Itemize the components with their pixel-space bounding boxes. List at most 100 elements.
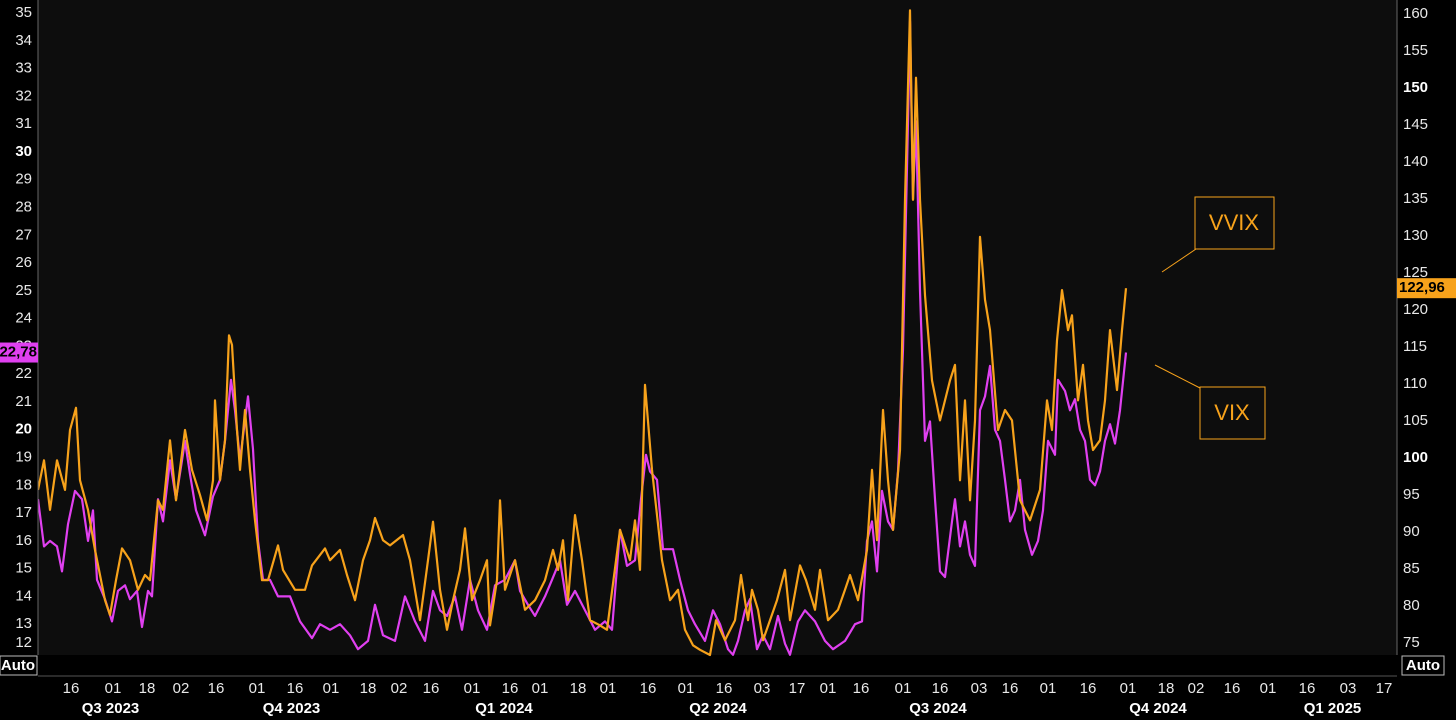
x-tick-label: 01 [895, 680, 912, 697]
y-tick-label: 16 [15, 532, 32, 549]
quarter-label: Q1 2025 [1304, 700, 1362, 717]
y2-tick-label: 135 [1403, 190, 1428, 207]
plot-area [38, 0, 1397, 655]
y2-tick-label: 155 [1403, 42, 1428, 59]
y2-tick-label: 145 [1403, 116, 1428, 133]
x-tick-label: 01 [1120, 680, 1137, 697]
x-tick-label: 01 [600, 680, 617, 697]
x-tick-label: 02 [1188, 680, 1205, 697]
x-tick-label: 16 [502, 680, 519, 697]
axis-mode-box [0, 655, 38, 676]
x-tick-label: 03 [1340, 680, 1357, 697]
y2-tick-label: 115 [1403, 338, 1427, 355]
y-tick-label: 30 [15, 143, 32, 160]
x-tick-label: 16 [63, 680, 80, 697]
y2-tick-label: 120 [1403, 301, 1428, 318]
x-tick-label: 16 [716, 680, 733, 697]
y-tick-label: 14 [15, 587, 32, 604]
y-tick-label: 29 [15, 171, 32, 188]
annotation-box [1199, 386, 1266, 440]
x-tick-label: 01 [105, 680, 122, 697]
y-tick-label: 22 [15, 365, 32, 382]
x-tick-label: 03 [971, 680, 988, 697]
y-tick-label: 27 [15, 226, 32, 243]
y2-tick-label: 85 [1403, 560, 1420, 577]
quarter-label: Q1 2024 [475, 700, 533, 717]
y-tick-label: 12 [15, 634, 32, 651]
x-tick-label: 01 [1040, 680, 1057, 697]
y2-tick-label: 160 [1403, 5, 1428, 22]
quarter-label: Q2 2024 [689, 700, 747, 717]
annotation-connector [1161, 248, 1197, 273]
axes: Auto Auto [0, 0, 1445, 677]
annotation-label: VVIX [1209, 210, 1259, 235]
last-value-box [1397, 278, 1456, 299]
x-tick-label: 03 [754, 680, 771, 697]
quarter-label: Q3 2023 [82, 700, 140, 717]
y-tick-label: 31 [15, 115, 32, 132]
axis-mode-box [1401, 655, 1445, 676]
annotations: VVIX VIX [1154, 196, 1275, 440]
x-tick-label: 16 [1080, 680, 1097, 697]
x-tick-label: 16 [1299, 680, 1316, 697]
y-tick-label: 18 [15, 476, 32, 493]
axis-mode-label: Auto [1, 657, 35, 674]
x-tick-label: 16 [932, 680, 949, 697]
y-tick-label: 13 [15, 615, 32, 632]
y-tick-label: 17 [15, 504, 32, 521]
y-tick-label: 28 [15, 198, 32, 215]
y2-tick-label: 90 [1403, 523, 1420, 540]
x-tick-label: 18 [570, 680, 587, 697]
y2-tick-label: 105 [1403, 412, 1428, 429]
quarter-label: Q3 2024 [909, 700, 967, 717]
x-tick-label: 16 [423, 680, 440, 697]
y-tick-label: 34 [15, 32, 32, 49]
quarter-label: Q4 2024 [1129, 700, 1187, 717]
x-tick-label: 01 [820, 680, 837, 697]
y2-tick-label: 150 [1403, 79, 1428, 96]
x-tick-label: 02 [391, 680, 408, 697]
x-tick-label: 17 [789, 680, 806, 697]
y-tick-label: 35 [15, 4, 32, 21]
last-value-label: 122,96 [1399, 279, 1445, 296]
last-value-box [0, 342, 38, 363]
annotation-connector [1154, 364, 1201, 389]
x-tick-label: 01 [532, 680, 549, 697]
y-tick-label: 19 [15, 449, 32, 466]
y-tick-label: 32 [15, 87, 32, 104]
y-tick-label: 21 [15, 393, 32, 410]
series-line [38, 9, 1128, 657]
y-tick-label: 15 [15, 560, 32, 577]
x-tick-label: 16 [287, 680, 304, 697]
x-tick-label: 16 [1002, 680, 1019, 697]
x-tick-label: 01 [464, 680, 481, 697]
y2-tick-label: 140 [1403, 153, 1428, 170]
y2-tick-label: 125 [1403, 264, 1428, 281]
x-tick-label: 18 [1158, 680, 1175, 697]
y2-tick-label: 95 [1403, 486, 1420, 503]
lines [38, 9, 1128, 657]
x-tick-label: 18 [139, 680, 156, 697]
labels: 1213141516171819202122232425262728293031… [0, 4, 1456, 717]
y-tick-label: 33 [15, 60, 32, 77]
last-value-label: 22,78 [0, 343, 37, 360]
y-tick-label: 25 [15, 282, 32, 299]
x-tick-label: 16 [1224, 680, 1241, 697]
y2-tick-label: 75 [1403, 634, 1420, 651]
x-tick-label: 17 [1376, 680, 1393, 697]
x-tick-label: 01 [1260, 680, 1277, 697]
x-tick-label: 18 [360, 680, 377, 697]
x-tick-label: 01 [249, 680, 266, 697]
y2-tick-label: 130 [1403, 227, 1428, 244]
y2-tick-label: 80 [1403, 597, 1420, 614]
axis-mode-label: Auto [1406, 657, 1440, 674]
annotation-box [1194, 196, 1275, 250]
x-tick-label: 01 [323, 680, 340, 697]
y-tick-label: 26 [15, 254, 32, 271]
annotation-label: VIX [1214, 400, 1250, 425]
x-tick-label: 16 [853, 680, 870, 697]
x-tick-label: 16 [640, 680, 657, 697]
x-tick-label: 02 [173, 680, 190, 697]
